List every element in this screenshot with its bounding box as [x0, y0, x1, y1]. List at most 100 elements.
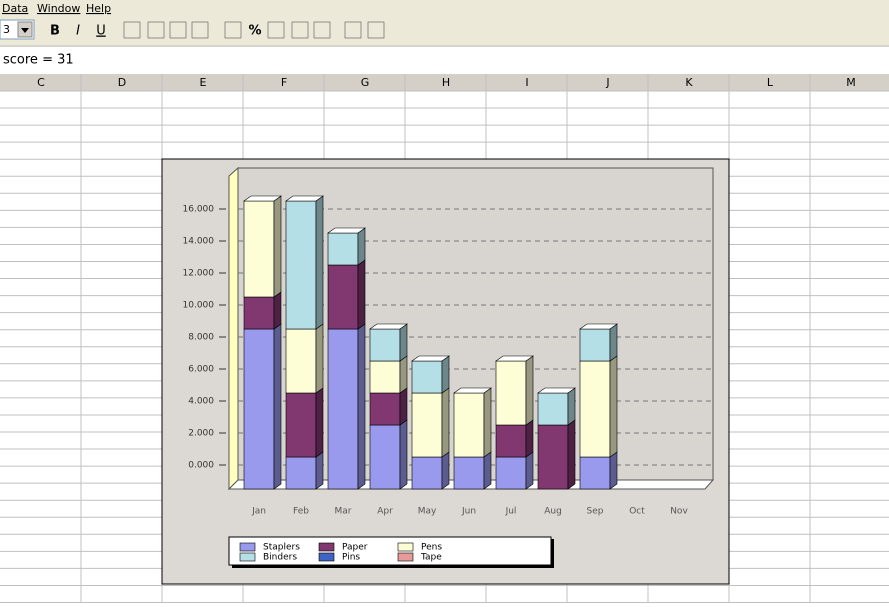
- column-header: K: [685, 76, 693, 89]
- bar-segment: [411, 456, 443, 490]
- toolbar-icon[interactable]: [224, 21, 242, 39]
- bar-side: [441, 387, 450, 458]
- legend-label: Binders: [263, 553, 297, 563]
- x-tick-label: May: [418, 507, 437, 517]
- x-tick-label: Aug: [544, 507, 562, 517]
- x-tick-label: Jan: [251, 507, 266, 517]
- bar-side: [315, 195, 324, 330]
- y-tick-label: 2.000: [188, 429, 214, 439]
- toolbar-button[interactable]: %: [248, 24, 261, 39]
- toolbar-icon[interactable]: [313, 21, 331, 39]
- bar-segment: [327, 328, 359, 490]
- bar-side: [273, 291, 282, 330]
- bar-segment: [369, 392, 401, 426]
- bar-segment: [369, 360, 401, 394]
- y-tick-label: 10.000: [183, 301, 215, 311]
- column-header-bar: [0, 74, 889, 91]
- column-header: H: [442, 76, 450, 89]
- legend-swatch: [397, 552, 414, 562]
- bar-segment: [495, 456, 527, 490]
- legend-swatch: [397, 542, 414, 552]
- toolbar-icon[interactable]: [123, 21, 141, 39]
- bar-top: [327, 227, 366, 234]
- bar-side: [399, 355, 408, 394]
- bar-side: [315, 451, 324, 490]
- menu-item[interactable]: Window: [37, 2, 80, 15]
- toolbar-icon[interactable]: [169, 21, 187, 39]
- legend-swatch: [239, 542, 256, 552]
- toolbar-button[interactable]: I: [76, 24, 80, 39]
- legend-label: Paper: [342, 543, 368, 553]
- legend: [228, 536, 552, 566]
- column-header: I: [525, 76, 528, 89]
- bar-side: [567, 387, 576, 426]
- bar-top: [453, 387, 492, 394]
- legend-swatch: [318, 552, 335, 562]
- bar-top: [369, 323, 408, 330]
- bar-side: [483, 387, 492, 458]
- column-header: G: [361, 76, 370, 89]
- column-header: L: [767, 76, 774, 89]
- bar-segment: [243, 328, 275, 490]
- bar-segment: [579, 328, 611, 362]
- bar-top: [537, 387, 576, 394]
- toolbar-icon[interactable]: [291, 21, 309, 39]
- y-tick-label: 4.000: [188, 397, 214, 407]
- bar-side: [567, 419, 576, 490]
- bar-segment: [579, 360, 611, 458]
- bar-top: [243, 195, 282, 202]
- bar-top: [579, 323, 618, 330]
- bar-side: [609, 323, 618, 362]
- toolbar-icon[interactable]: [344, 21, 362, 39]
- column-header: E: [200, 76, 207, 89]
- bar-segment: [285, 328, 317, 394]
- bar-top: [285, 195, 324, 202]
- toolbar-icon[interactable]: [147, 21, 165, 39]
- bar-side: [441, 355, 450, 394]
- y-tick-label: 16.000: [183, 205, 215, 215]
- toolbar-button[interactable]: B: [50, 24, 60, 39]
- toolbar-button[interactable]: U: [96, 24, 106, 39]
- bar-segment: [285, 392, 317, 458]
- column-header: J: [605, 76, 609, 89]
- bar-segment: [327, 232, 359, 266]
- x-tick-label: Jul: [505, 507, 517, 517]
- menu-bar: [0, 0, 889, 18]
- legend-swatch: [318, 542, 335, 552]
- legend-label: Staplers: [263, 543, 300, 553]
- bar-side: [315, 323, 324, 394]
- menu-item[interactable]: Data: [2, 2, 28, 15]
- bar-side: [525, 355, 534, 426]
- legend-label: Pens: [421, 543, 442, 553]
- column-header: D: [118, 76, 126, 89]
- bar-side: [483, 451, 492, 490]
- bar-segment: [411, 360, 443, 394]
- bar-segment: [285, 200, 317, 330]
- y-tick-label: 12.000: [183, 269, 215, 279]
- column-header: M: [846, 76, 856, 89]
- bar-segment: [453, 456, 485, 490]
- x-tick-label: Nov: [670, 507, 688, 517]
- toolbar-icon[interactable]: [367, 21, 385, 39]
- bar-segment: [537, 392, 569, 426]
- bar-segment: [369, 424, 401, 490]
- x-tick-label: Oct: [629, 507, 645, 517]
- toolbar-icon[interactable]: [267, 21, 285, 39]
- bar-segment: [495, 360, 527, 426]
- y-tick-label: 14.000: [183, 237, 215, 247]
- y-tick-label: 6.000: [188, 365, 214, 375]
- bar-side: [609, 451, 618, 490]
- x-tick-label: Apr: [377, 507, 393, 517]
- formula-text[interactable]: score = 31: [3, 53, 74, 68]
- bar-segment: [243, 200, 275, 298]
- bar-side: [441, 451, 450, 490]
- font-size[interactable]: 3: [3, 23, 10, 36]
- bar-side: [315, 387, 324, 458]
- bar-side: [273, 195, 282, 298]
- bar-segment: [327, 264, 359, 330]
- legend-label: Tape: [420, 553, 442, 563]
- menu-item[interactable]: Help: [86, 2, 111, 15]
- toolbar-icon[interactable]: [191, 21, 209, 39]
- bar-side: [357, 259, 366, 330]
